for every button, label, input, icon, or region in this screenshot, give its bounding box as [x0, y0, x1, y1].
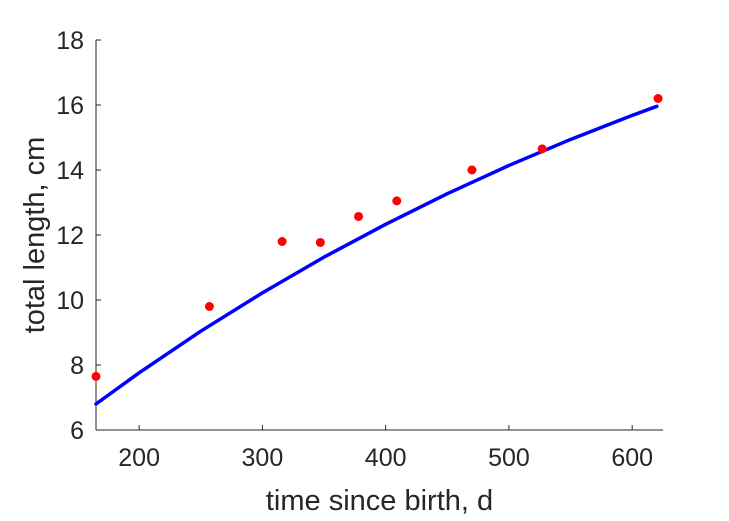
data-point — [392, 196, 402, 206]
data-points-layer — [91, 94, 663, 381]
y-tick-label: 8 — [70, 352, 84, 380]
data-point — [315, 237, 325, 247]
x-tick-label: 200 — [118, 444, 160, 472]
tick-labels-layer: 6 8 10 12 14 16 18 200 300 400 500 600 — [56, 27, 653, 472]
x-tick-label: 600 — [611, 444, 653, 472]
y-tick-label: 10 — [56, 287, 84, 315]
axes — [95, 39, 663, 431]
x-axis-label: time since birth, d — [266, 485, 493, 517]
data-point — [91, 371, 101, 381]
data-point — [354, 211, 364, 221]
data-point — [467, 165, 477, 175]
y-tick-label: 6 — [70, 417, 84, 445]
data-point — [277, 237, 287, 246]
data-point — [537, 144, 547, 154]
y-tick-label: 14 — [56, 157, 84, 185]
fit-curve — [94, 104, 659, 406]
data-point — [204, 302, 214, 311]
y-tick-label: 18 — [56, 27, 84, 55]
x-tick-label: 300 — [242, 444, 284, 472]
data-point — [653, 94, 663, 103]
fit-curve-layer — [94, 104, 659, 406]
y-tick-label: 12 — [56, 222, 84, 250]
y-axis-label: total length, cm — [19, 137, 51, 334]
x-tick-label: 400 — [365, 444, 407, 472]
y-tick-label: 16 — [56, 92, 84, 120]
x-tick-label: 500 — [488, 444, 530, 472]
